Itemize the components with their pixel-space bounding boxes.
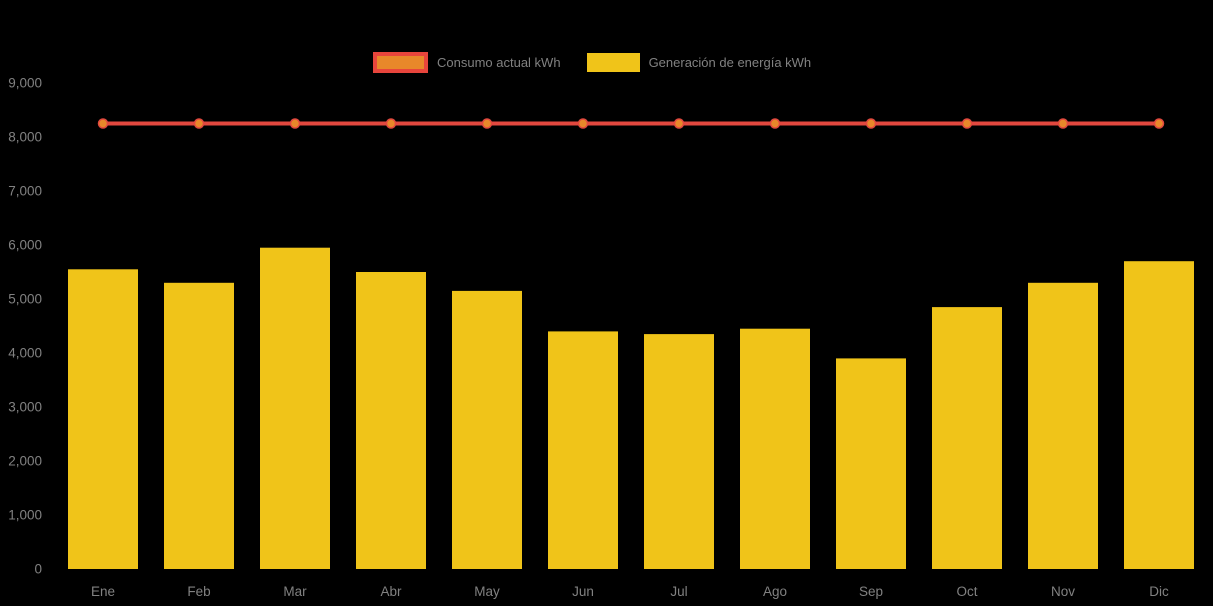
x-category-label: Abr	[380, 584, 402, 599]
consumo-marker-nov[interactable]	[1057, 118, 1069, 129]
bar-ago[interactable]	[740, 328, 810, 569]
consumo-marker-jun[interactable]	[577, 118, 589, 129]
consumo-marker-ago[interactable]	[769, 118, 781, 129]
x-category-label: Mar	[283, 584, 307, 599]
consumo-marker-jul[interactable]	[673, 118, 685, 129]
y-tick-label: 5,000	[8, 292, 42, 307]
y-tick-label: 6,000	[8, 238, 42, 253]
consumo-marker-sep[interactable]	[865, 118, 877, 129]
x-category-label: May	[474, 584, 500, 599]
consumo-marker-mar[interactable]	[289, 118, 301, 129]
bar-abr[interactable]	[356, 272, 426, 569]
x-category-label: Jun	[572, 584, 594, 599]
bar-mar[interactable]	[260, 247, 330, 569]
bar-ene[interactable]	[68, 269, 138, 569]
x-category-label: Oct	[956, 584, 977, 599]
consumo-marker-may[interactable]	[481, 118, 493, 129]
y-tick-label: 1,000	[8, 508, 42, 523]
legend-label-generacion: Generación de energía kWh	[648, 55, 812, 70]
x-category-label: Feb	[187, 584, 210, 599]
bar-nov[interactable]	[1028, 282, 1098, 569]
x-category-label: Ene	[91, 584, 115, 599]
bar-sep[interactable]	[836, 358, 906, 569]
y-tick-label: 8,000	[8, 130, 42, 145]
consumo-marker-abr[interactable]	[385, 118, 397, 129]
consumo-marker-ene[interactable]	[97, 118, 109, 129]
y-tick-label: 4,000	[8, 346, 42, 361]
x-category-label: Jul	[670, 584, 687, 599]
bar-feb[interactable]	[164, 282, 234, 569]
y-tick-label: 9,000	[8, 76, 42, 91]
y-tick-label: 2,000	[8, 454, 42, 469]
y-tick-label: 7,000	[8, 184, 42, 199]
bar-oct[interactable]	[932, 307, 1002, 569]
bar-jun[interactable]	[548, 331, 618, 569]
legend-label-consumo: Consumo actual kWh	[437, 55, 561, 70]
consumo-marker-dic[interactable]	[1153, 118, 1165, 129]
legend-item-generacion[interactable]: Generación de energía kWh	[586, 53, 812, 72]
chart-legend: Consumo actual kWh Generación de energía…	[373, 52, 811, 73]
x-category-label: Dic	[1149, 584, 1169, 599]
x-category-label: Sep	[859, 584, 883, 599]
x-category-label: Nov	[1051, 584, 1075, 599]
generacion-swatch-icon	[586, 53, 640, 72]
consumo-marker-feb[interactable]	[193, 118, 205, 129]
consumo-marker-oct[interactable]	[961, 118, 973, 129]
consumo-swatch-icon	[373, 52, 428, 73]
bar-may[interactable]	[452, 290, 522, 569]
y-tick-label: 3,000	[8, 400, 42, 415]
y-tick-label: 0	[34, 562, 42, 577]
bar-jul[interactable]	[644, 334, 714, 569]
x-category-label: Ago	[763, 584, 787, 599]
legend-item-consumo[interactable]: Consumo actual kWh	[373, 52, 561, 73]
bar-dic[interactable]	[1124, 261, 1194, 569]
